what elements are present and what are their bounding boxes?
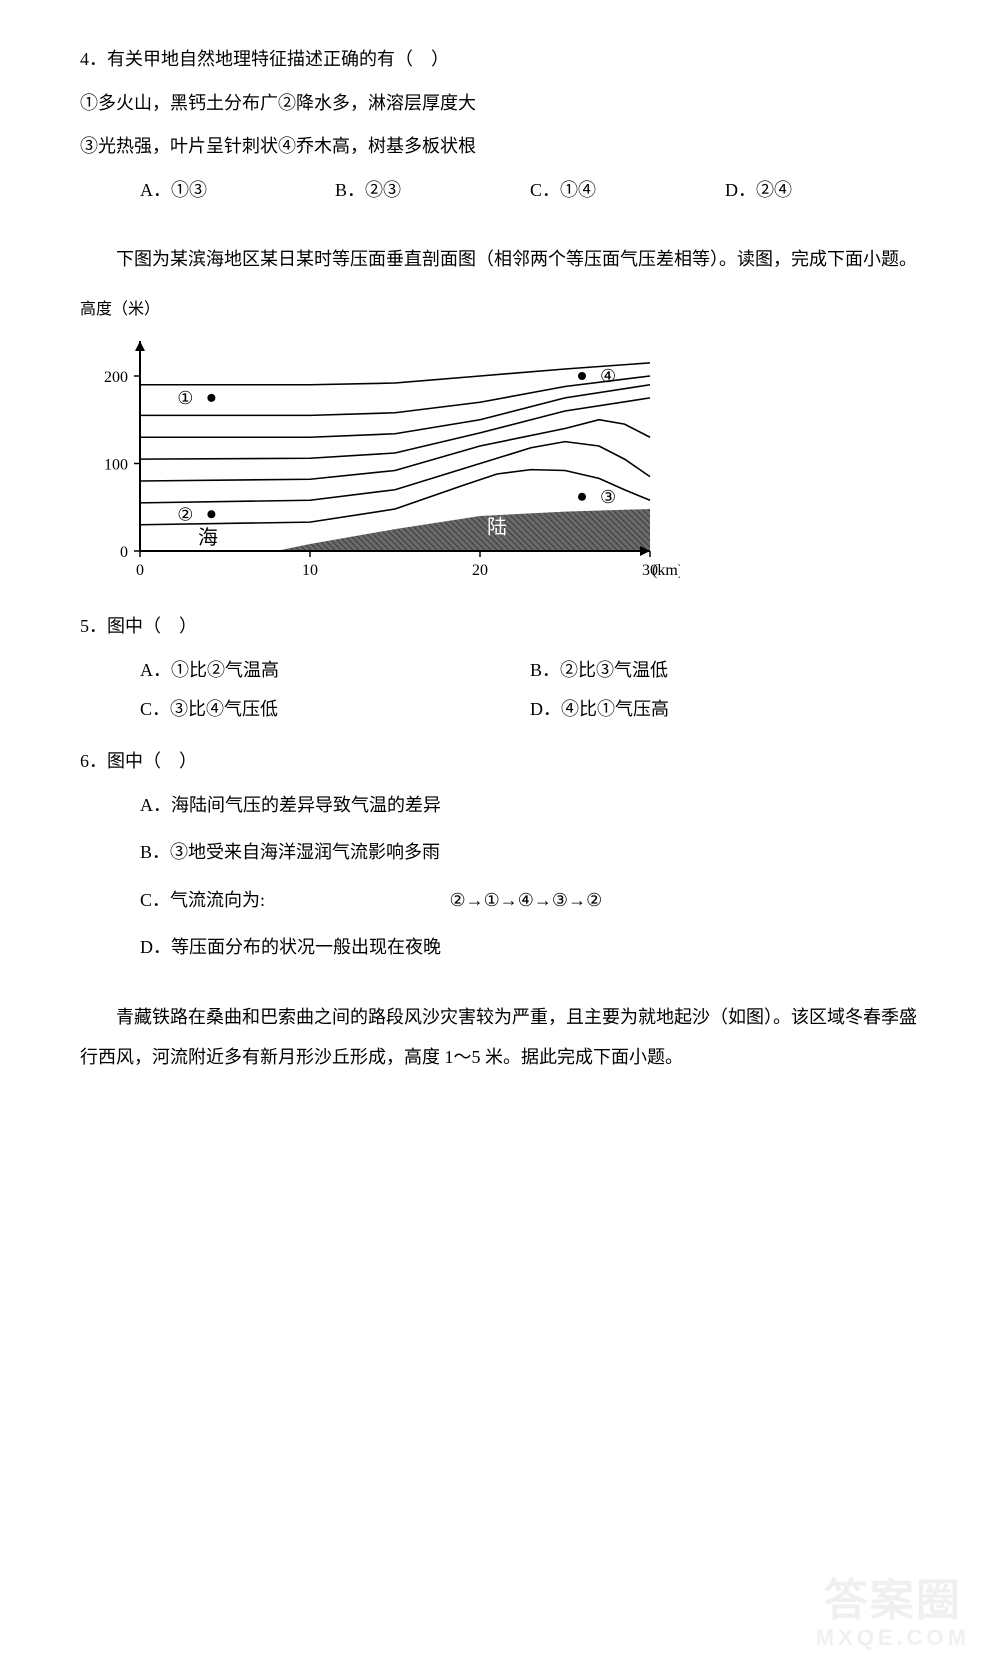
- q5-options-row1: A．①比②气温高 B．②比③气温低: [80, 651, 920, 691]
- q6-opt-a[interactable]: A．海陆间气压的差异导致气温的差异: [140, 786, 920, 826]
- q4-line2: ③光热强，叶片呈针刺状④乔木高，树基多板状根: [80, 127, 920, 167]
- svg-text:20: 20: [472, 562, 488, 579]
- passage-2: 青藏铁路在桑曲和巴索曲之间的路段风沙灾害较为严重，且主要为就地起沙（如图）。该区…: [80, 998, 920, 1077]
- svg-text:100: 100: [104, 457, 128, 474]
- q5-options-row2: C．③比④气压低 D．④比①气压高: [80, 690, 920, 730]
- svg-text:①: ①: [177, 388, 193, 408]
- q5-opt-b[interactable]: B．②比③气温低: [530, 651, 920, 691]
- passage-1: 下图为某滨海地区某日某时等压面垂直剖面图（相邻两个等压面气压差相等）。读图，完成…: [80, 240, 920, 280]
- svg-text:②: ②: [177, 504, 193, 524]
- q4-opt-b[interactable]: B．②③: [335, 171, 530, 211]
- svg-text:0: 0: [136, 562, 144, 579]
- pressure-chart: 高度（米） 01002000102030(km)海陆①②③④: [80, 292, 920, 591]
- q5-opt-d[interactable]: D．④比①气压高: [530, 690, 920, 730]
- q4-options: A．①③ B．②③ C．①④ D．②④: [80, 171, 920, 211]
- q6-opt-c[interactable]: C．气流流向为: ②→①→④→③→②: [140, 881, 920, 921]
- q6-options: A．海陆间气压的差异导致气温的差异 B．③地受来自海洋湿润气流影响多雨 C．气流…: [80, 786, 920, 968]
- q4-line1: ①多火山，黑钙土分布广②降水多，淋溶层厚度大: [80, 84, 920, 124]
- q4-stem: 4．有关甲地自然地理特征描述正确的有（ ）: [80, 40, 920, 80]
- svg-text:③: ③: [600, 487, 616, 507]
- q5-opt-c[interactable]: C．③比④气压低: [140, 690, 530, 730]
- svg-text:(km): (km): [652, 562, 680, 579]
- q6-opt-d[interactable]: D．等压面分布的状况一般出现在夜晚: [140, 928, 920, 968]
- watermark-main: 答案圈: [816, 1577, 970, 1625]
- q4-opt-c[interactable]: C．①④: [530, 171, 725, 211]
- svg-text:海: 海: [198, 526, 218, 549]
- svg-text:0: 0: [120, 544, 128, 561]
- svg-text:200: 200: [104, 369, 128, 386]
- q6-stem: 6．图中（ ）: [80, 742, 920, 782]
- chart-svg: 01002000102030(km)海陆①②③④: [80, 331, 680, 591]
- svg-text:10: 10: [302, 562, 318, 579]
- q6-opt-c-prefix: C．气流流向为:: [140, 890, 265, 910]
- q4-opt-a[interactable]: A．①③: [140, 171, 335, 211]
- q5-stem: 5．图中（ ）: [80, 607, 920, 647]
- svg-text:陆: 陆: [487, 516, 507, 539]
- q6-opt-b[interactable]: B．③地受来自海洋湿润气流影响多雨: [140, 833, 920, 873]
- q6-opt-c-flow: ②→①→④→③→②: [450, 881, 603, 921]
- q4-opt-d[interactable]: D．②④: [725, 171, 920, 211]
- watermark-sub: MXQE.COM: [816, 1626, 970, 1650]
- y-axis-title: 高度（米）: [80, 292, 920, 327]
- q5-opt-a[interactable]: A．①比②气温高: [140, 651, 530, 691]
- watermark: 答案圈 MXQE.COM: [816, 1577, 970, 1650]
- svg-text:④: ④: [600, 366, 616, 386]
